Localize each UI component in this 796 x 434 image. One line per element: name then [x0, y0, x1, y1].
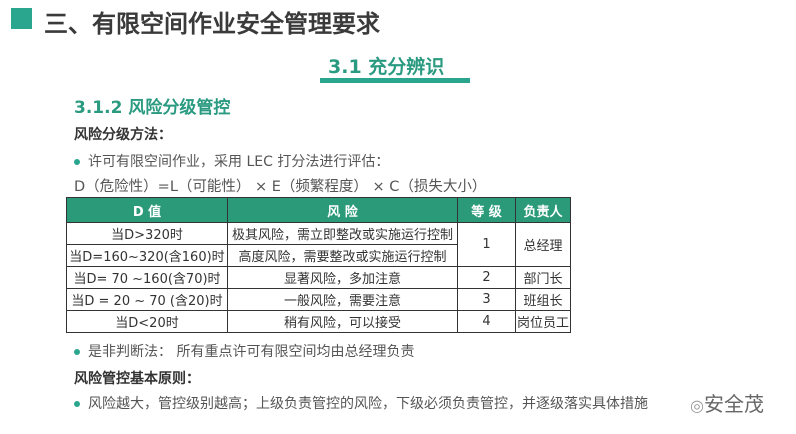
cell-owner: 班组长 — [515, 288, 571, 311]
wechat-icon: ◎ — [690, 396, 704, 415]
header-level: 等 级 — [457, 197, 516, 223]
bullet-icon — [74, 349, 80, 355]
method-label: 风险分级方法： — [74, 127, 172, 143]
bullet-text: 是非判断法： 所有重点许可有限空间均由总经理负责 — [88, 344, 415, 360]
cell-risk: 显著风险，多加注意 — [227, 266, 458, 289]
table-row: 当D = 20 ~ 70 (含20)时 一般风险，需要注意 3 班组长 — [66, 288, 571, 311]
cell-d: 当D=160~320(含160)时 — [66, 244, 228, 267]
page-title: 三、有限空间作业安全管理要求 — [44, 10, 380, 38]
cell-d: 当D>320时 — [66, 222, 228, 245]
title-marker — [11, 8, 32, 29]
cell-d: 当D = 20 ~ 70 (含20)时 — [66, 288, 228, 311]
bullet-lec: 许可有限空间作业，采用 LEC 打分法进行评估： — [74, 151, 389, 171]
cell-level: 3 — [457, 288, 516, 311]
section-title: 3.1 充分辨识 — [328, 56, 445, 78]
cell-risk: 极其风险，需立即整改或实施运行控制 — [227, 222, 458, 245]
principle-label: 风险管控基本原则： — [74, 371, 200, 387]
header-d: D 值 — [66, 197, 228, 223]
cell-level: 2 — [457, 266, 516, 289]
cell-risk: 一般风险，需要注意 — [227, 288, 458, 311]
bullet-icon — [74, 159, 80, 165]
header-owner: 负责人 — [515, 197, 571, 223]
cell-risk: 高度风险，需要整改或实施运行控制 — [227, 244, 458, 267]
bullet-principle: 风险越大，管控级别越高；上级负责管控的风险，下级必须负责管控，并逐级落实具体措施 — [74, 393, 648, 413]
risk-table: D 值 风 险 等 级 负责人 当D>320时 极其风险，需立即整改或实施运行控制… — [66, 197, 571, 333]
bullet-text: 风险越大，管控级别越高；上级负责管控的风险，下级必须负责管控，并逐级落实具体措施 — [88, 396, 648, 412]
cell-level: 4 — [457, 310, 516, 333]
cell-d: 当D= 70 ~160(含70)时 — [66, 266, 228, 289]
header-risk: 风 险 — [227, 197, 458, 223]
formula: D（危险性）=L（可能性） × E（频繁程度） × C（损失大小） — [74, 179, 487, 195]
table-row: 当D= 70 ~160(含70)时 显著风险，多加注意 2 部门长 — [66, 266, 571, 289]
cell-owner: 部门长 — [515, 266, 571, 289]
section-underline — [320, 78, 470, 83]
cell-owner: 岗位员工 — [515, 310, 571, 333]
bullet-judgement: 是非判断法： 所有重点许可有限空间均由总经理负责 — [74, 341, 414, 361]
watermark: ◎安全茂 — [686, 388, 764, 417]
cell-risk: 稍有风险，可以接受 — [227, 310, 458, 333]
cell-d: 当D<20时 — [66, 310, 228, 333]
table-header: D 值 风 险 等 级 负责人 — [66, 197, 571, 223]
watermark-text: 安全茂 — [703, 392, 764, 416]
bullet-text: 许可有限空间作业，采用 LEC 打分法进行评估： — [88, 154, 390, 170]
cell-level: 1 — [457, 222, 516, 267]
bullet-icon — [74, 401, 80, 407]
cell-owner: 总经理 — [515, 222, 571, 267]
table-row: 当D>320时 极其风险，需立即整改或实施运行控制 1 总经理 — [66, 222, 571, 267]
table-row: 当D<20时 稍有风险，可以接受 4 岗位员工 — [66, 310, 571, 333]
subsection-title: 3.1.2 风险分级管控 — [74, 98, 231, 118]
